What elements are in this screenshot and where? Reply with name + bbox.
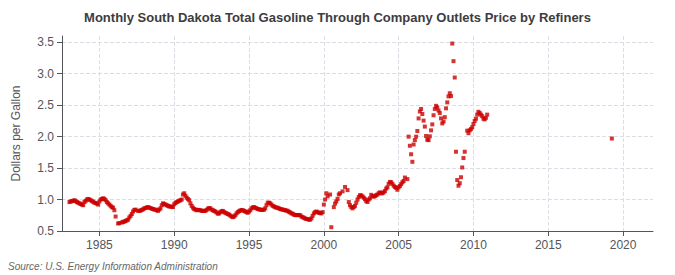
svg-text:2.5: 2.5 bbox=[37, 98, 54, 112]
svg-text:Source: U.S. Energy Informatio: Source: U.S. Energy Information Administ… bbox=[8, 261, 218, 272]
svg-text:Dollars per Gallon: Dollars per Gallon bbox=[9, 85, 23, 181]
svg-text:1990: 1990 bbox=[161, 238, 188, 252]
svg-text:2015: 2015 bbox=[535, 238, 562, 252]
svg-text:1.0: 1.0 bbox=[37, 193, 54, 207]
svg-text:2020: 2020 bbox=[610, 238, 637, 252]
svg-text:3.5: 3.5 bbox=[37, 35, 54, 49]
svg-text:Monthly South Dakota Total Gas: Monthly South Dakota Total Gasoline Thro… bbox=[84, 10, 591, 25]
svg-text:2010: 2010 bbox=[460, 238, 487, 252]
svg-text:1.5: 1.5 bbox=[37, 161, 54, 175]
svg-text:1995: 1995 bbox=[236, 238, 263, 252]
svg-text:1985: 1985 bbox=[86, 238, 113, 252]
svg-text:2000: 2000 bbox=[310, 238, 337, 252]
svg-text:2005: 2005 bbox=[385, 238, 412, 252]
svg-text:0.5: 0.5 bbox=[37, 224, 54, 238]
svg-text:3.0: 3.0 bbox=[37, 67, 54, 81]
svg-text:2.0: 2.0 bbox=[37, 130, 54, 144]
